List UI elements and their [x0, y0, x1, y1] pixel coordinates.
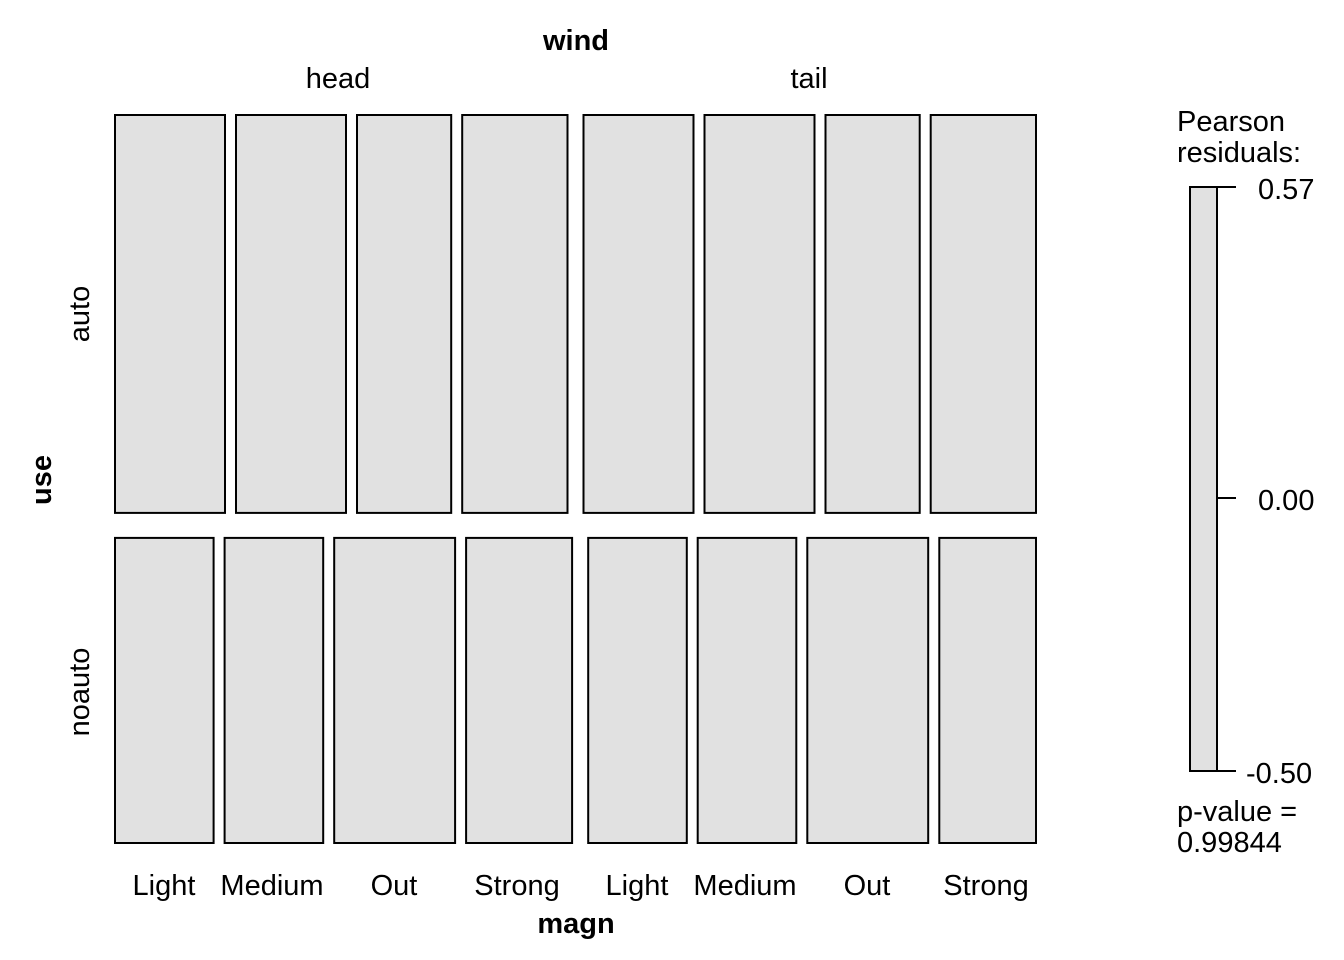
- tile-noauto-tail-strong: [938, 536, 1037, 845]
- magn-label-5: Light: [606, 870, 669, 902]
- tile-noauto-head-out: [333, 536, 457, 845]
- bottom-variable-title: magn: [537, 908, 614, 940]
- tile-auto-tail-medium: [703, 114, 816, 514]
- p-value-label: p-value =: [1177, 796, 1297, 828]
- tile-auto-tail-light: [582, 114, 695, 514]
- magn-label-7: Out: [844, 870, 891, 902]
- magn-label-4: Strong: [474, 870, 559, 902]
- magn-label-8: Strong: [943, 870, 1028, 902]
- mosaic-tiles: [114, 114, 1038, 845]
- legend-title-line1: Pearson: [1177, 106, 1285, 138]
- magn-label-3: Out: [371, 870, 418, 902]
- tile-noauto-tail-medium: [696, 536, 798, 845]
- residuals-legend: Pearson residuals: 0.57 0.00 -0.50 p-val…: [1177, 106, 1314, 859]
- tile-auto-head-strong: [461, 114, 569, 514]
- tile-auto-tail-strong: [929, 114, 1038, 514]
- tile-auto-head-light: [114, 114, 226, 514]
- legend-title-line2: residuals:: [1177, 137, 1301, 169]
- p-value: 0.99844: [1177, 827, 1282, 859]
- legend-label-min: -0.50: [1246, 758, 1312, 790]
- legend-color-bar: [1189, 186, 1218, 772]
- wind-level-tail: tail: [790, 63, 827, 95]
- use-level-auto: auto: [64, 286, 96, 342]
- legend-label-mid: 0.00: [1258, 485, 1314, 517]
- wind-level-head: head: [306, 63, 371, 95]
- tile-auto-head-out: [356, 114, 453, 514]
- tile-noauto-head-strong: [465, 536, 574, 845]
- tile-auto-head-medium: [235, 114, 347, 514]
- use-level-noauto: noauto: [64, 648, 96, 737]
- tile-noauto-head-medium: [223, 536, 325, 845]
- tile-noauto-tail-light: [587, 536, 688, 845]
- magn-label-6: Medium: [693, 870, 796, 902]
- tile-noauto-head-light: [114, 536, 215, 845]
- tile-noauto-tail-out: [806, 536, 930, 845]
- tile-auto-tail-out: [824, 114, 921, 514]
- column-variable-title: wind: [542, 25, 609, 57]
- magn-label-2: Medium: [220, 870, 323, 902]
- row-variable-title: use: [26, 455, 58, 505]
- legend-label-max: 0.57: [1258, 174, 1314, 206]
- magn-label-1: Light: [133, 870, 196, 902]
